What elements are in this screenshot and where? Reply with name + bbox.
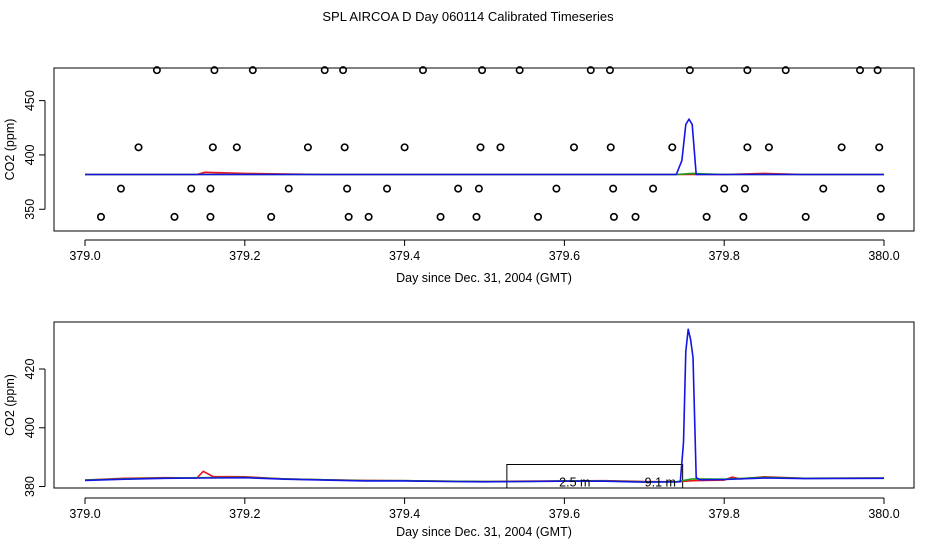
data-point-marker [496,143,505,152]
series-line-red [84,470,885,483]
y-tick-label: 420 [23,359,37,380]
x-tick-label: 379.0 [69,249,100,263]
data-point-marker [605,66,614,75]
x-axis-label: Day since Dec. 31, 2004 (GMT) [396,525,572,539]
data-point-marker [232,143,241,152]
y-tick-label: 400 [23,417,37,438]
data-point-marker [478,66,487,75]
data-point-marker [685,66,694,75]
x-tick-label: 380.0 [868,249,899,263]
data-point-marker [534,212,543,221]
data-point-marker [339,66,348,75]
y-tick-label: 400 [23,144,37,165]
data-point-marker [552,184,561,193]
data-point-marker [116,184,125,193]
data-point-marker [187,184,196,193]
data-point-marker [343,184,352,193]
data-point-marker [819,184,828,193]
data-point-marker [340,143,349,152]
data-point-marker [743,143,752,152]
data-point-marker [364,212,373,221]
data-point-marker [248,66,257,75]
x-tick-label: 379.2 [229,507,260,521]
plot-frame [53,321,915,489]
data-point-marker [586,66,595,75]
x-tick-label: 379.4 [389,507,420,521]
data-point-marker [875,143,884,152]
data-point-marker [837,143,846,152]
data-point-marker [609,212,618,221]
data-point-marker [743,66,752,75]
data-point-marker [400,143,409,152]
y-tick-label: 380 [23,476,37,497]
y-tick-label: 350 [23,199,37,220]
data-point-marker [515,66,524,75]
data-point-marker [206,212,215,221]
page-title: SPL AIRCOA D Day 060114 Calibrated Times… [322,9,614,24]
x-tick-label: 379.4 [389,249,420,263]
data-point-marker [876,212,885,221]
data-point-marker [267,212,276,221]
data-point-marker [344,212,353,221]
data-point-marker [764,143,773,152]
data-point-marker [284,184,293,193]
y-axis-label: CO2 (ppm) [3,119,17,181]
y-tick-label: 450 [23,90,37,111]
x-tick-label: 379.8 [709,507,740,521]
data-point-marker [569,143,578,152]
data-point-marker [781,66,790,75]
data-point-marker [631,212,640,221]
data-point-marker [206,184,215,193]
data-point-marker [474,184,483,193]
data-point-marker [152,66,161,75]
data-point-marker [801,212,810,221]
series-line-blue [84,328,885,483]
data-point-marker [170,212,179,221]
data-point-marker [609,184,618,193]
data-point-marker [454,184,463,193]
x-tick-label: 379.0 [69,507,100,521]
annotation-label: 2.5 m [559,475,590,489]
data-point-marker [739,212,748,221]
data-point-marker [876,184,885,193]
data-point-marker [303,143,312,152]
data-point-marker [208,143,217,152]
data-point-marker [649,184,658,193]
data-point-marker [383,184,392,193]
data-point-marker [720,184,729,193]
x-tick-label: 379.2 [229,249,260,263]
data-point-marker [606,143,615,152]
data-point-marker [472,212,481,221]
annotation-label: 9.1 m [645,475,676,489]
x-tick-label: 379.8 [709,249,740,263]
x-tick-label: 380.0 [868,507,899,521]
data-point-marker [668,143,677,152]
x-axis-label: Day since Dec. 31, 2004 (GMT) [396,271,572,285]
data-point-marker [320,66,329,75]
data-point-marker [873,66,882,75]
top-panel: 379.0 379.2 379.4 379.6 379.8 380.0 350 400 450 D… [3,66,915,285]
x-tick-label: 379.6 [549,507,580,521]
y-axis-label: CO2 (ppm) [3,374,17,436]
data-point-marker [418,66,427,75]
x-tick-label: 379.6 [549,249,580,263]
data-point-marker [476,143,485,152]
data-point-marker [702,212,711,221]
data-point-marker [436,212,445,221]
data-point-marker [856,66,865,75]
plot-frame [53,67,915,232]
data-point-marker [96,212,105,221]
series-line-blue [85,118,884,176]
bottom-panel: 379.0 379.2 379.4 379.6 379.8 380.0 380 400 420 D… [3,321,915,539]
data-point-marker [210,66,219,75]
data-point-marker [740,184,749,193]
data-point-marker [134,143,143,152]
